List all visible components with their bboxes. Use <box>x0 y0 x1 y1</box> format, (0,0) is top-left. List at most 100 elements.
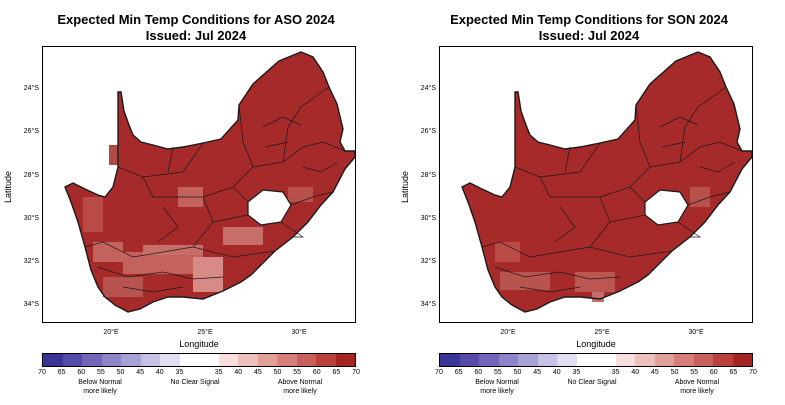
signal-patch <box>288 187 313 202</box>
colorbar-below-label: Below Normal more likely <box>78 379 122 395</box>
south-africa-land <box>65 52 355 312</box>
left-panel: Expected Min Temp Conditions for ASO 202… <box>0 0 392 405</box>
colorbar-tick-label: 50 <box>116 369 125 376</box>
colorbar-tick-label: 55 <box>96 369 105 376</box>
colorbar-swatch <box>557 354 577 366</box>
y-tick-label: 28°S <box>420 172 436 179</box>
colorbar-tick-label: 65 <box>332 369 341 376</box>
colorbar-swatch <box>596 354 616 366</box>
colorbar-swatch <box>277 354 297 366</box>
colorbar-neutral-label: No Clear Signal <box>170 379 220 386</box>
signal-patch <box>690 187 710 207</box>
colorbar-tick-label: 65 <box>729 369 738 376</box>
colorbar-tick-label: 45 <box>533 369 542 376</box>
country-outline <box>64 51 355 313</box>
colorbar-swatch <box>160 354 180 366</box>
right-panel: Expected Min Temp Conditions for SON 202… <box>393 0 785 405</box>
colorbar-swatch <box>316 354 336 366</box>
map-frame <box>439 46 753 323</box>
signal-patch <box>93 242 123 262</box>
colorbar-tick-label: 70 <box>352 369 360 376</box>
y-tick-label: 26°S <box>420 128 436 135</box>
colorbar-tick-label: 60 <box>709 369 718 376</box>
country-outline <box>461 51 752 313</box>
map-subtitle: Issued: Jul 2024 <box>145 28 247 43</box>
signal-patch <box>83 197 103 232</box>
signal-patch <box>575 272 615 292</box>
colorbar-swatch <box>296 354 316 366</box>
colorbar-swatch <box>335 354 355 366</box>
colorbar-tick-label: 50 <box>670 369 679 376</box>
colorbar-above-label: Above Normal more likely <box>277 379 323 395</box>
lesotho <box>644 189 689 226</box>
colorbar-tick-label: 40 <box>552 369 561 376</box>
colorbar-tick-label: 60 <box>312 369 321 376</box>
colorbar-tick-label: 40 <box>631 369 640 376</box>
colorbar-swatch <box>238 354 258 366</box>
y-axis-title: Latitude <box>400 170 410 204</box>
colorbar-swatch <box>693 354 713 366</box>
colorbar-swatch <box>179 354 199 366</box>
x-tick-label: 25°E <box>197 329 213 336</box>
colorbar-swatch <box>537 354 557 366</box>
colorbar-tick-label: 65 <box>57 369 66 376</box>
colorbar-tick-label: 70 <box>749 369 757 376</box>
colorbar-tick-label: 55 <box>690 369 699 376</box>
map-svg <box>461 51 752 313</box>
colorbar <box>42 353 356 367</box>
colorbar-swatch <box>615 354 635 366</box>
x-axis-title: Longitude <box>179 339 219 349</box>
map-title: Expected Min Temp Conditions for ASO 202… <box>57 12 335 27</box>
x-tick-label: 30°E <box>688 329 704 336</box>
colorbar-swatch <box>257 354 277 366</box>
y-tick-label: 28°S <box>23 172 39 179</box>
colorbar <box>439 353 753 367</box>
lesotho <box>247 189 292 226</box>
colorbar-tick-label: 50 <box>513 369 522 376</box>
y-tick-label: 24°S <box>420 85 436 92</box>
district-boundaries <box>84 86 346 293</box>
colorbar-swatch <box>498 354 518 366</box>
colorbar-tick-label: 60 <box>77 369 86 376</box>
signal-patch <box>193 257 223 292</box>
y-tick-label: 32°S <box>420 258 436 265</box>
colorbar-swatch <box>101 354 121 366</box>
colorbar-tick-label: 35 <box>214 369 223 376</box>
colorbar-tick-label: 35 <box>611 369 620 376</box>
colorbar-above-label: Above Normal more likely <box>674 379 720 395</box>
y-tick-label: 34°S <box>23 301 39 308</box>
colorbar-tick-label: 50 <box>273 369 282 376</box>
signal-patch <box>123 252 203 274</box>
colorbar-tick-label: 65 <box>454 369 463 376</box>
colorbar-swatch <box>440 354 460 366</box>
colorbar-tick-label: 70 <box>435 369 443 376</box>
signal-patch <box>109 145 119 165</box>
colorbar-swatch <box>199 354 219 366</box>
colorbar-swatch <box>518 354 538 366</box>
colorbar-tick-label: 35 <box>572 369 581 376</box>
y-tick-label: 30°S <box>420 215 436 222</box>
x-axis-title: Longitude <box>576 339 616 349</box>
map-title: Expected Min Temp Conditions for SON 202… <box>450 12 728 27</box>
colorbar-swatch <box>732 354 752 366</box>
x-tick-label: 20°E <box>500 329 516 336</box>
colorbar-tick-label: 55 <box>293 369 302 376</box>
colorbar-tick-label: 45 <box>650 369 659 376</box>
colorbar-swatch <box>459 354 479 366</box>
signal-patch <box>592 292 604 302</box>
colorbar-swatch <box>43 354 63 366</box>
colorbar-swatch <box>713 354 733 366</box>
colorbar-tick-label: 45 <box>253 369 262 376</box>
colorbar-tick-label: 40 <box>234 369 243 376</box>
colorbar-tick-label: 70 <box>38 369 46 376</box>
colorbar-swatch <box>479 354 499 366</box>
map-subtitle: Issued: Jul 2024 <box>538 28 640 43</box>
x-tick-label: 20°E <box>103 329 119 336</box>
colorbar-tick-label: 35 <box>175 369 184 376</box>
colorbar-swatch <box>674 354 694 366</box>
colorbar-swatch <box>635 354 655 366</box>
y-tick-label: 26°S <box>23 128 39 135</box>
x-tick-label: 25°E <box>594 329 610 336</box>
colorbar-swatch <box>218 354 238 366</box>
colorbar-swatch <box>121 354 141 366</box>
